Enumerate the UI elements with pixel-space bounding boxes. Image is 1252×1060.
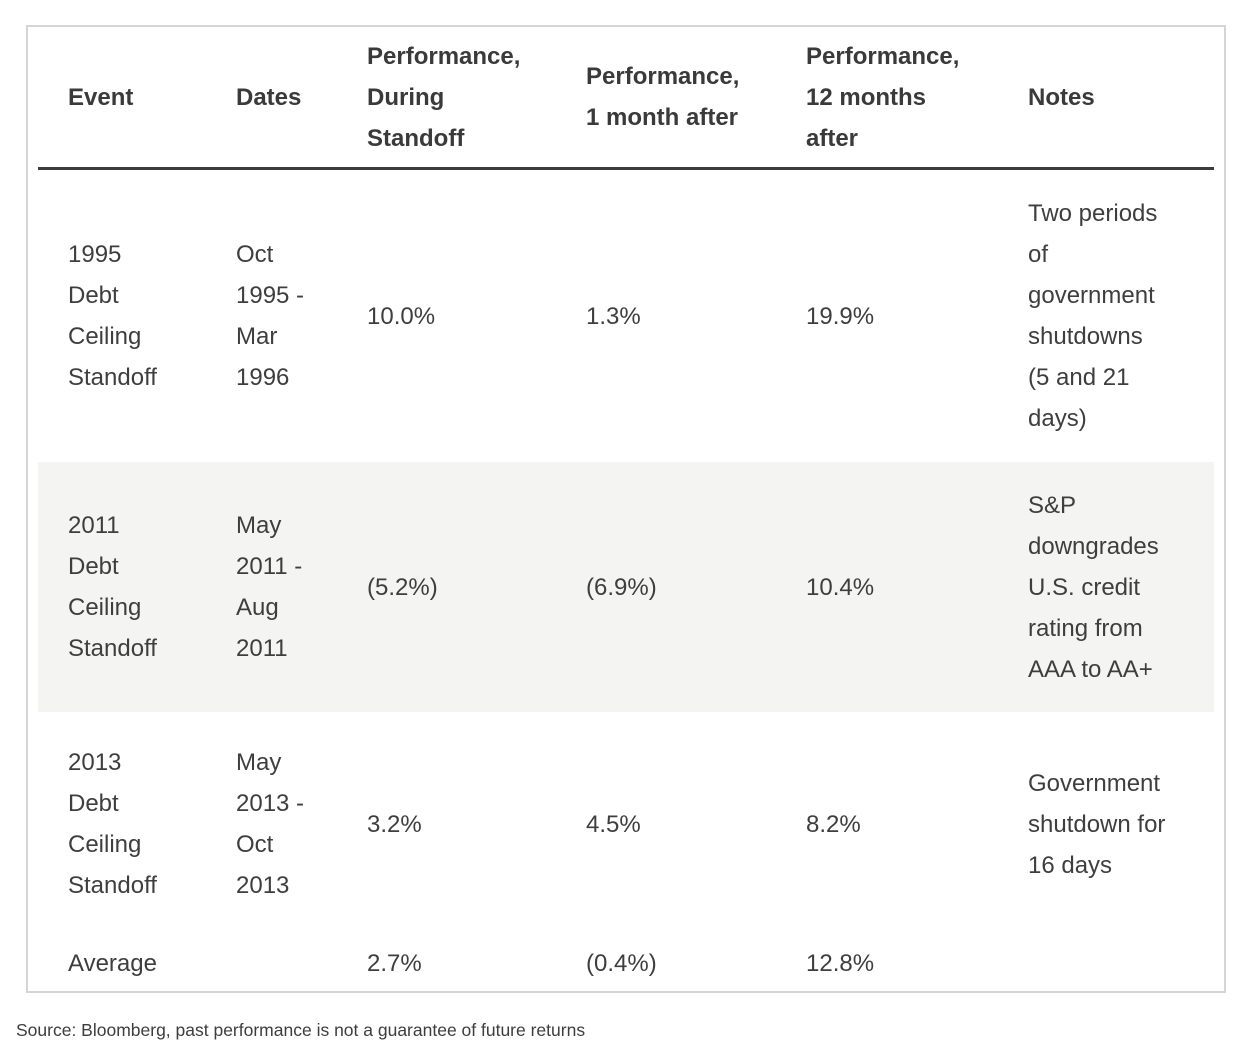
cell-perf-1mo: (6.9%) (586, 573, 657, 601)
cell-perf-during: 2.7% (367, 950, 422, 977)
column-header-perf-1month: Performance, 1 month after (586, 63, 740, 131)
cell-perf-12mo: 19.9% (806, 302, 875, 330)
cell-perf-during: 10.0% (367, 302, 436, 330)
cell-event: 1995 Debt Ceiling Standoff (68, 241, 157, 391)
table-row-1995-standoff: 1995 Debt Ceiling Standoff Oct 1995 - Ma… (38, 170, 1214, 462)
cell-perf-12mo: 10.4% (806, 573, 875, 601)
cell-perf-during: 3.2% (367, 810, 422, 838)
column-header-perf-12month: Performance, 12 months after (806, 42, 960, 152)
debt-ceiling-performance-table: Event Dates Performance, During Standoff… (26, 25, 1226, 993)
cell-dates: Oct 1995 - Mar 1996 (236, 241, 305, 391)
table-row-2011-standoff: 2011 Debt Ceiling Standoff May 2011 - Au… (38, 462, 1214, 712)
cell-perf-1mo: 4.5% (586, 810, 641, 838)
cell-perf-1mo: 1.3% (586, 302, 641, 330)
cell-dates: May 2011 - Aug 2011 (236, 512, 303, 662)
cell-perf-12mo: 12.8% (806, 950, 875, 977)
cell-event: 2011 Debt Ceiling Standoff (68, 512, 157, 662)
column-header-notes: Notes (1028, 83, 1095, 111)
cell-perf-1mo: (0.4%) (586, 950, 657, 977)
cell-perf-12mo: 8.2% (806, 810, 861, 838)
table-row-2013-standoff: 2013 Debt Ceiling Standoff May 2013 - Oc… (38, 712, 1214, 936)
cell-event: 2013 Debt Ceiling Standoff (68, 749, 157, 899)
source-attribution: Source: Bloomberg, past performance is n… (16, 1020, 586, 1040)
cell-notes: Government shutdown for 16 days (1028, 769, 1166, 879)
cell-notes: Two periods of government shutdowns (5 a… (1028, 200, 1158, 432)
column-header-perf-during: Performance, During Standoff (367, 42, 521, 152)
table-header-row: Event Dates Performance, During Standoff… (38, 27, 1214, 170)
cell-dates: May 2013 - Oct 2013 (236, 749, 305, 899)
column-header-dates: Dates (236, 83, 302, 111)
column-header-event: Event (68, 83, 134, 111)
table-row-average: Average 2.7% (0.4%) 12.8% (38, 936, 1214, 991)
cell-event: Average (68, 950, 157, 977)
cell-notes: S&P downgrades U.S. credit rating from A… (1028, 491, 1159, 683)
cell-perf-during: (5.2%) (367, 573, 438, 601)
